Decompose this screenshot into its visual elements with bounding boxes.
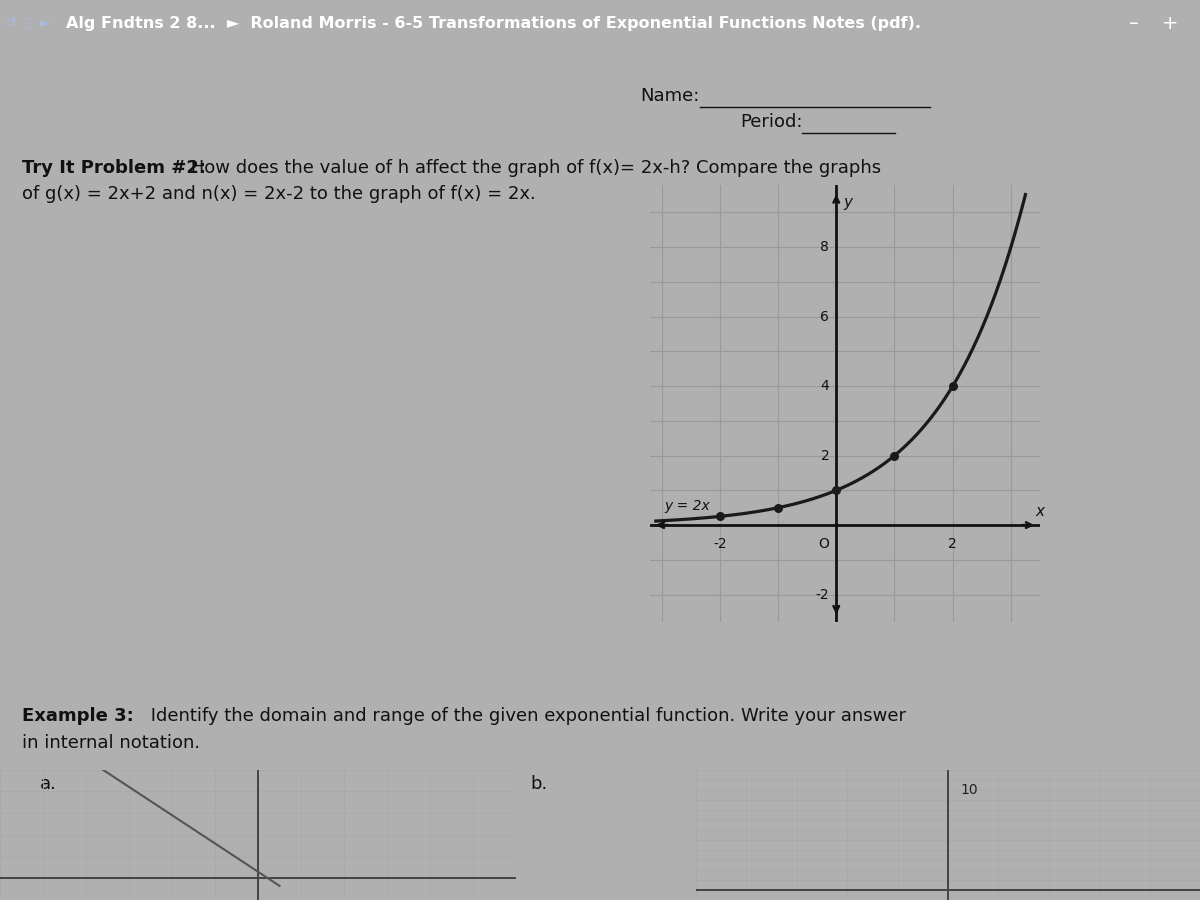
Text: 6: 6	[821, 310, 829, 324]
Text: Period:: Period:	[740, 112, 803, 130]
Text: +: +	[1162, 14, 1178, 33]
Text: b.: b.	[530, 775, 547, 793]
Text: 2: 2	[948, 537, 958, 551]
Text: y = 2x: y = 2x	[665, 499, 710, 513]
Point	[768, 500, 787, 515]
Point	[943, 379, 962, 393]
Text: 4: 4	[821, 379, 829, 393]
Text: –: –	[1129, 14, 1139, 33]
Text: in internal notation.: in internal notation.	[22, 734, 200, 752]
Text: Try It Problem #2:: Try It Problem #2:	[22, 158, 206, 176]
Text: x: x	[1036, 504, 1044, 518]
Point	[827, 483, 846, 498]
Text: Identify the domain and range of the given exponential function. Write your answ: Identify the domain and range of the giv…	[145, 706, 906, 724]
Text: 8: 8	[821, 240, 829, 254]
Text: of g(x) = 2x+2 and n(x) = 2x-2 to the graph of f(x) = 2x.: of g(x) = 2x+2 and n(x) = 2x-2 to the gr…	[22, 184, 535, 202]
Text: -2: -2	[713, 537, 727, 551]
Text: -2: -2	[816, 588, 829, 601]
Point	[710, 509, 730, 524]
Text: Example 3:: Example 3:	[22, 706, 133, 724]
Text: O: O	[818, 537, 829, 551]
Text: Alg Fndtns 2 8...  ►  Roland Morris - 6-5 Transformations of Exponential Functio: Alg Fndtns 2 8... ► Roland Morris - 6-5 …	[66, 16, 922, 31]
Point	[884, 448, 904, 463]
Text: How does the value of h affect the graph of f(x)= 2x-h? Compare the graphs: How does the value of h affect the graph…	[185, 158, 881, 176]
Text: ↺  🔒  ►: ↺ 🔒 ►	[6, 17, 49, 30]
Text: Name:: Name:	[640, 86, 700, 104]
Text: a.: a.	[40, 775, 56, 793]
Text: y: y	[844, 195, 852, 210]
Text: 10: 10	[961, 783, 978, 796]
Text: 2: 2	[821, 448, 829, 463]
